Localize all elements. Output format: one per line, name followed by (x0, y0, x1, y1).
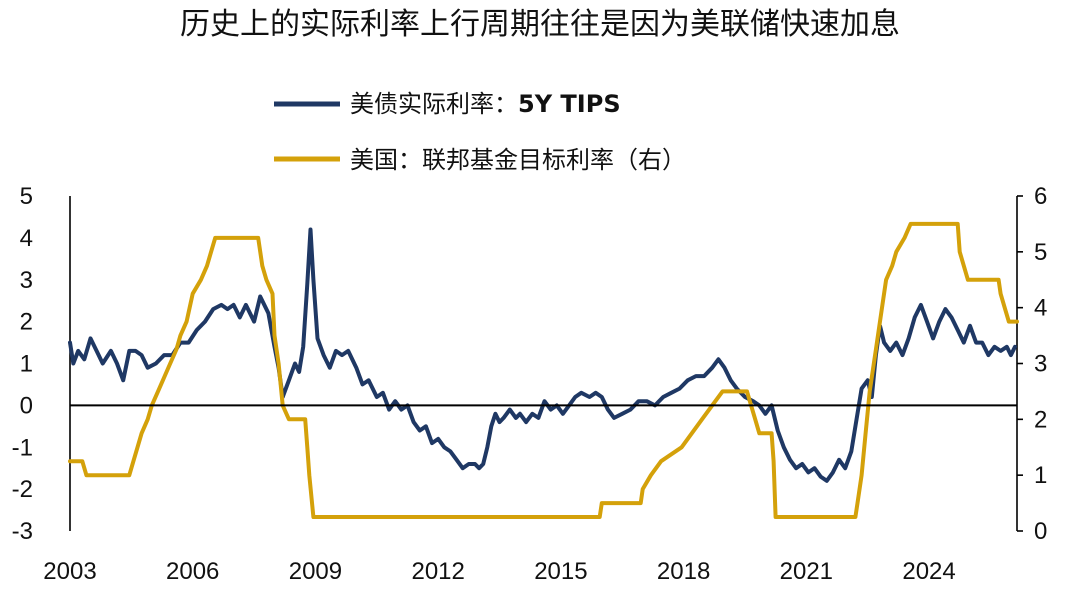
axes (69, 195, 1023, 532)
right-tick-label: 5 (1034, 239, 1047, 266)
x-tick-label: 2021 (780, 558, 833, 585)
chart-title: 历史上的实际利率上行周期往往是因为美联储快速加息 (180, 7, 900, 42)
x-tick-label: 2006 (166, 558, 219, 585)
legend-label-tips-prefix: 美债实际利率： (350, 90, 518, 118)
left-tick-label: -1 (12, 434, 33, 461)
legend-label-fed: 美国：联邦基金目标利率（右） (350, 146, 686, 174)
x-tick-label: 2012 (411, 558, 464, 585)
right-tick-label: 6 (1034, 183, 1047, 210)
left-tick-label: 3 (20, 267, 33, 294)
tick-labels: 5 4 3 2 1 0 -1 -2 -3 6 5 4 3 2 1 0 2003 2006 2009 2012 2015 2… (12, 183, 1048, 585)
left-tick-label: 4 (20, 225, 33, 252)
right-tick-label: 3 (1034, 351, 1047, 378)
right-tick-label: 1 (1034, 462, 1047, 489)
x-tick-label: 2024 (902, 558, 955, 585)
legend-label-tips: 美债实际利率：5Y TIPS (350, 90, 621, 118)
left-tick-label: 5 (20, 183, 33, 210)
left-tick-label: 1 (20, 351, 33, 378)
left-tick-label: 0 (20, 392, 33, 419)
plot-lines (68, 221, 1019, 519)
x-tick-label: 2018 (657, 558, 710, 585)
right-tick-label: 2 (1034, 406, 1047, 433)
x-tick-label: 2009 (289, 558, 342, 585)
x-tick-label: 2003 (43, 558, 96, 585)
left-tick-label: -3 (12, 518, 33, 545)
right-tick-label: 4 (1034, 295, 1047, 322)
x-tick-label: 2015 (534, 558, 587, 585)
legend: 美债实际利率：5Y TIPS 美国：联邦基金目标利率（右） (274, 90, 686, 174)
left-tick-label: -2 (12, 476, 33, 503)
legend-label-tips-suffix: 5Y TIPS (518, 90, 621, 118)
fed-funds-line (68, 221, 1019, 519)
left-tick-label: 2 (20, 309, 33, 336)
right-tick-label: 0 (1034, 518, 1047, 545)
